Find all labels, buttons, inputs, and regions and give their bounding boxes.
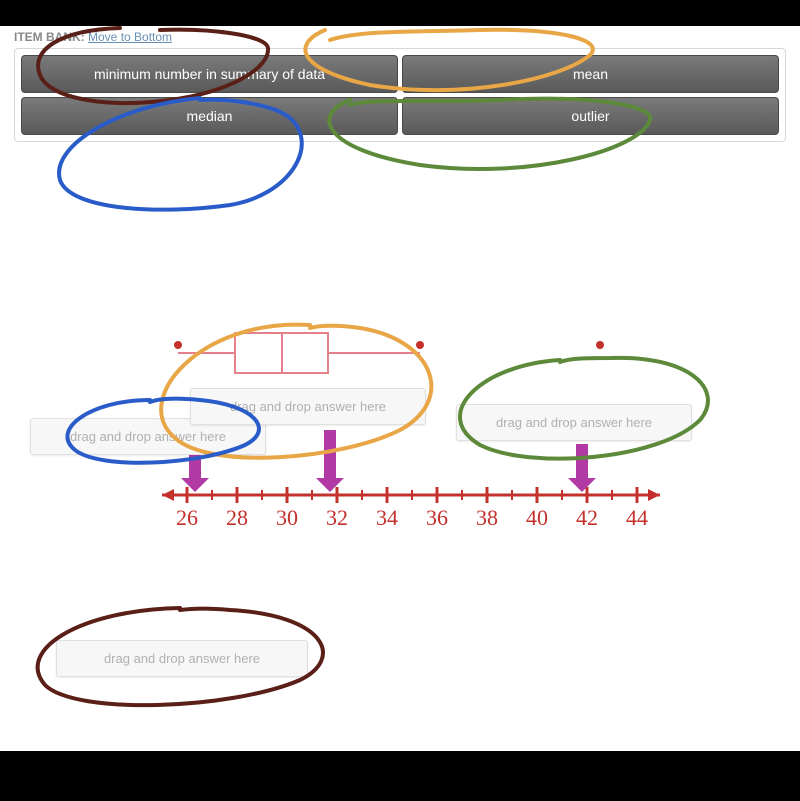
- drop-zone[interactable]: drag and drop answer here: [456, 404, 692, 441]
- svg-text:40: 40: [526, 505, 548, 530]
- drop-zone[interactable]: drag and drop answer here: [190, 388, 426, 425]
- svg-text:26: 26: [176, 505, 198, 530]
- svg-text:32: 32: [326, 505, 348, 530]
- drop-zone[interactable]: drag and drop answer here: [56, 640, 308, 677]
- svg-text:34: 34: [376, 505, 398, 530]
- svg-text:38: 38: [476, 505, 498, 530]
- svg-text:44: 44: [626, 505, 648, 530]
- svg-text:36: 36: [426, 505, 448, 530]
- svg-text:42: 42: [576, 505, 598, 530]
- svg-text:30: 30: [276, 505, 298, 530]
- svg-text:28: 28: [226, 505, 248, 530]
